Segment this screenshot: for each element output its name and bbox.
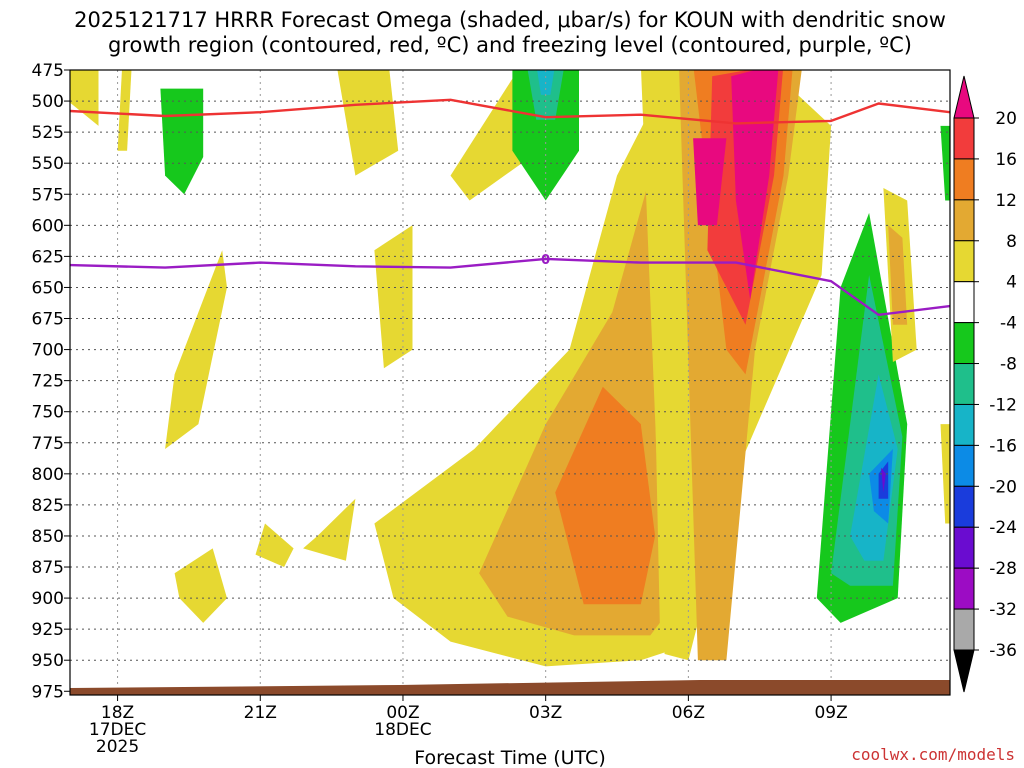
omega-region-30 <box>940 125 950 201</box>
colorbar-label-20: 20 <box>995 109 1017 129</box>
colorbar-swatch-12 <box>953 158 975 201</box>
y-tick-label-950: 950 <box>32 651 64 671</box>
colorbar-bottom-arrow <box>953 649 975 693</box>
colorbar-label--32: -32 <box>989 600 1017 620</box>
omega-region-8 <box>374 225 413 369</box>
y-tick-label-900: 900 <box>32 589 64 609</box>
colorbar-swatch--20 <box>953 444 975 487</box>
colorbar-label-8: 8 <box>1006 232 1017 252</box>
dendritic-growth-line <box>70 98 950 125</box>
contour-lines: 0 <box>70 98 950 316</box>
omega-region-20 <box>731 70 779 300</box>
colorbar-swatch-8 <box>953 199 975 242</box>
colorbar-label--28: -28 <box>989 559 1017 579</box>
x-tick-label-00Z-1: 00Z <box>386 703 419 723</box>
colorbar-swatch--24 <box>953 485 975 528</box>
plot-area: 0 <box>69 69 951 696</box>
y-tick-label-750: 750 <box>32 403 64 423</box>
x-tick-label-18Z-1: 18Z <box>101 703 134 723</box>
colorbar-swatch--28 <box>953 526 975 569</box>
omega-region-15 <box>555 386 656 605</box>
omega-region-6 <box>303 498 356 561</box>
omega-region-10 <box>512 70 579 201</box>
x-tick-label-18Z-3: 2025 <box>96 737 139 757</box>
colorbar-swatch--12 <box>953 363 975 405</box>
x-tick-label-03Z-1: 03Z <box>529 703 562 723</box>
colorbar: 20 16 12 8 4 -4 -8 -12 -16 -20 -24 -28 -32 -36 <box>953 75 1017 693</box>
x-tick-label-06Z-1: 06Z <box>672 703 705 723</box>
y-tick-label-675: 675 <box>32 310 64 330</box>
y-tick-label-600: 600 <box>32 216 64 236</box>
omega-region-29 <box>888 225 908 325</box>
colorbar-label--4: -4 <box>1000 314 1017 334</box>
y-tick-label-475: 475 <box>32 61 64 81</box>
y-tick-label-650: 650 <box>32 278 64 298</box>
x-tick-label-09Z-1: 09Z <box>814 703 847 723</box>
colorbar-label--20: -20 <box>989 477 1017 497</box>
freezing-level-label: 0 <box>541 253 550 268</box>
colorbar-label-16: 16 <box>995 150 1017 170</box>
colorbar-swatch--36 <box>953 608 975 651</box>
colorbar-swatch-4 <box>953 240 975 283</box>
y-tick-label-775: 775 <box>32 434 64 454</box>
colorbar-label-4: 4 <box>1006 273 1017 293</box>
colorbar-swatch--32 <box>953 567 975 610</box>
chart-title-line1: 2025121717 HRRR Forecast Omega (shaded, … <box>74 8 946 32</box>
y-axis: 475 500 525 550 575 600 625 650 675 700 725 750 775 8… <box>32 61 70 702</box>
y-tick-label-800: 800 <box>32 465 64 485</box>
x-tick-label-21Z-1: 21Z <box>244 703 277 723</box>
y-tick-label-500: 500 <box>32 92 64 112</box>
colorbar-label--16: -16 <box>989 436 1017 456</box>
colorbar-label-12: 12 <box>995 191 1017 211</box>
plot-frame <box>69 69 951 696</box>
omega-region-7 <box>337 70 399 176</box>
colorbar-swatch--8 <box>953 322 975 365</box>
omega-region-1 <box>117 70 132 151</box>
y-tick-label-825: 825 <box>32 496 64 516</box>
y-tick-label-575: 575 <box>32 185 64 205</box>
omega-region-4 <box>174 548 227 623</box>
x-tick-label-00Z-2: 18DEC <box>374 720 431 740</box>
colorbar-top-arrow <box>953 75 975 119</box>
freezing-level-line <box>70 257 950 316</box>
y-tick-label-850: 850 <box>32 527 64 547</box>
y-tick-label-975: 975 <box>32 682 64 702</box>
chart-title-line2: growth region (contoured, red, ºC) and f… <box>108 33 912 57</box>
y-tick-label-525: 525 <box>32 123 64 143</box>
x-tick-label-18Z-2: 17DEC <box>89 720 146 740</box>
y-tick-label-625: 625 <box>32 247 64 267</box>
grid-lines <box>70 69 950 695</box>
terrain-fill <box>70 680 950 695</box>
colorbar-label--12: -12 <box>989 395 1017 415</box>
omega-region-31 <box>940 424 950 524</box>
y-tick-label-550: 550 <box>32 154 64 174</box>
colorbar-swatch--16 <box>953 403 975 446</box>
omega-region-5 <box>255 523 294 567</box>
y-tick-label-925: 925 <box>32 620 64 640</box>
omega-shading <box>70 70 950 667</box>
colorbar-label--36: -36 <box>989 641 1017 661</box>
colorbar-label--8: -8 <box>1000 355 1017 375</box>
y-tick-label-725: 725 <box>32 372 64 392</box>
omega-region-21 <box>693 138 727 226</box>
x-axis-label: Forecast Time (UTC) <box>414 747 605 768</box>
y-tick-label-875: 875 <box>32 558 64 578</box>
colorbar-swatch-16 <box>953 117 975 160</box>
y-tick-label-700: 700 <box>32 341 64 361</box>
colorbar-label--24: -24 <box>989 518 1017 538</box>
omega-region-27 <box>881 467 886 493</box>
colorbar-swatch--4 <box>953 281 975 324</box>
credit-text[interactable]: coolwx.com/models <box>851 745 1015 764</box>
